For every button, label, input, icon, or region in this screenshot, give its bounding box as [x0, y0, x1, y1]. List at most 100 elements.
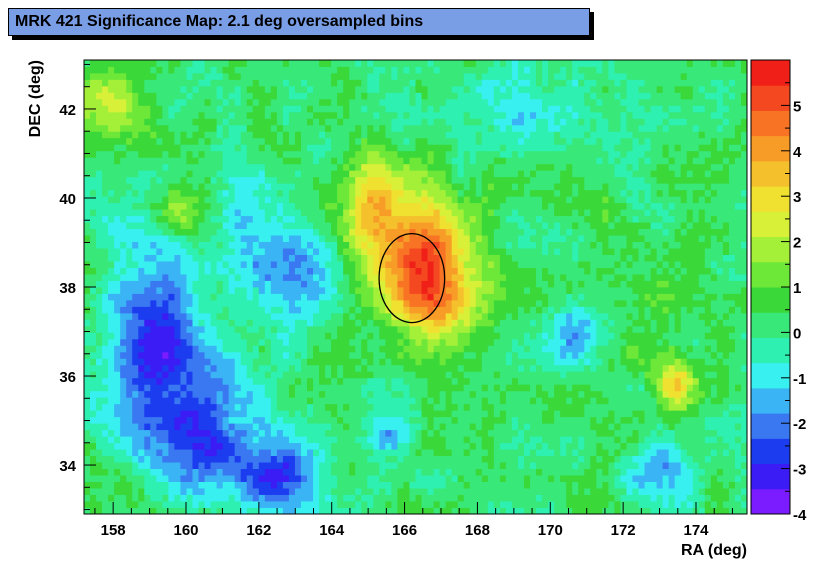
heatmap-cell: [156, 410, 163, 418]
heatmap-cell: [114, 228, 121, 236]
heatmap-cell: [554, 332, 561, 340]
heatmap-cell: [722, 442, 730, 450]
heatmap-cell: [331, 462, 338, 469]
heatmap-cell: [331, 261, 338, 268]
heatmap-cell: [294, 462, 302, 469]
heatmap-cell: [451, 358, 459, 366]
heatmap-cell: [656, 241, 664, 249]
heatmap-cell: [96, 228, 103, 236]
heatmap-cell: [566, 222, 573, 230]
heatmap-cell: [144, 384, 151, 392]
heatmap-cell: [542, 488, 549, 495]
heatmap-cell: [548, 501, 555, 508]
heatmap-cell: [186, 332, 193, 340]
heatmap-cell: [198, 215, 205, 223]
heatmap-cell: [246, 423, 254, 431]
heatmap-cell: [198, 222, 205, 230]
heatmap-cell: [542, 507, 549, 515]
heatmap-cell: [722, 475, 730, 482]
heatmap-cell: [174, 442, 181, 450]
heatmap-cell: [397, 494, 404, 502]
heatmap-cell: [319, 325, 326, 333]
heatmap-cell: [572, 475, 579, 482]
heatmap-cell: [343, 306, 350, 314]
heatmap-cell: [517, 267, 525, 275]
heatmap-cell: [343, 338, 350, 346]
heatmap-cell: [680, 436, 688, 444]
heatmap-cell: [662, 416, 670, 424]
heatmap-cell: [102, 215, 109, 223]
heatmap-cell: [192, 481, 199, 489]
heatmap-cell: [138, 299, 145, 307]
heatmap-cell: [614, 436, 621, 444]
heatmap-cell: [469, 475, 477, 482]
heatmap-cell: [294, 332, 302, 340]
heatmap-cell: [108, 254, 115, 262]
heatmap-cell: [463, 338, 471, 346]
heatmap-cell: [331, 397, 338, 405]
heatmap-cell: [204, 501, 211, 508]
heatmap-cell: [120, 306, 127, 314]
heatmap-cell: [475, 410, 483, 418]
heatmap-cell: [120, 429, 127, 437]
heatmap-cell: [662, 248, 670, 255]
heatmap-cell: [511, 267, 519, 275]
heatmap-cell: [288, 261, 296, 268]
heatmap-cell: [192, 416, 199, 424]
heatmap-cell: [84, 235, 91, 242]
heatmap-cell: [433, 390, 441, 398]
heatmap-cell: [132, 423, 139, 431]
heatmap-cell: [300, 312, 308, 320]
heatmap-cell: [373, 475, 380, 482]
heatmap-cell: [548, 293, 555, 301]
heatmap-cell: [656, 436, 664, 444]
heatmap-cell: [572, 293, 579, 301]
heatmap-cell: [626, 254, 633, 262]
heatmap-cell: [192, 449, 199, 457]
heatmap-cell: [433, 462, 441, 469]
heatmap-cell: [156, 319, 163, 327]
heatmap-cell: [499, 364, 507, 372]
heatmap-cell: [740, 507, 748, 515]
heatmap-cell: [325, 423, 332, 431]
heatmap-cell: [361, 371, 368, 379]
heatmap-cell: [96, 248, 103, 255]
heatmap-cell: [620, 481, 627, 489]
heatmap-cell: [560, 481, 567, 489]
heatmap-cell: [499, 332, 507, 340]
heatmap-cell: [511, 475, 519, 482]
heatmap-cell: [674, 416, 682, 424]
heatmap-cell: [132, 325, 139, 333]
heatmap-cell: [84, 215, 91, 223]
heatmap-cell: [475, 274, 483, 281]
heatmap-cell: [282, 436, 290, 444]
heatmap-cell: [584, 507, 591, 515]
heatmap-cell: [554, 261, 561, 268]
heatmap-cell: [716, 351, 724, 359]
heatmap-cell: [120, 345, 127, 353]
heatmap-cell: [536, 397, 543, 405]
heatmap-cell: [294, 235, 302, 242]
heatmap-cell: [162, 397, 169, 405]
heatmap-cell: [602, 351, 609, 359]
heatmap-cell: [210, 325, 217, 333]
heatmap-cell: [120, 423, 127, 431]
heatmap-cell: [282, 338, 290, 346]
heatmap-cell: [144, 429, 151, 437]
heatmap-cell: [487, 312, 495, 320]
heatmap-cell: [102, 345, 109, 353]
heatmap-cell: [475, 455, 483, 463]
heatmap-cell: [415, 299, 422, 307]
heatmap-cell: [475, 364, 483, 372]
heatmap-cell: [204, 481, 211, 489]
heatmap-cell: [114, 481, 121, 489]
heatmap-cell: [680, 248, 688, 255]
heatmap-cell: [722, 429, 730, 437]
heatmap-cell: [228, 261, 236, 268]
heatmap-cell: [548, 429, 555, 437]
heatmap-cell: [481, 488, 489, 495]
heatmap-cell: [602, 455, 609, 463]
heatmap-cell: [481, 345, 489, 353]
heatmap-cell: [650, 494, 657, 502]
heatmap-cell: [150, 312, 157, 320]
